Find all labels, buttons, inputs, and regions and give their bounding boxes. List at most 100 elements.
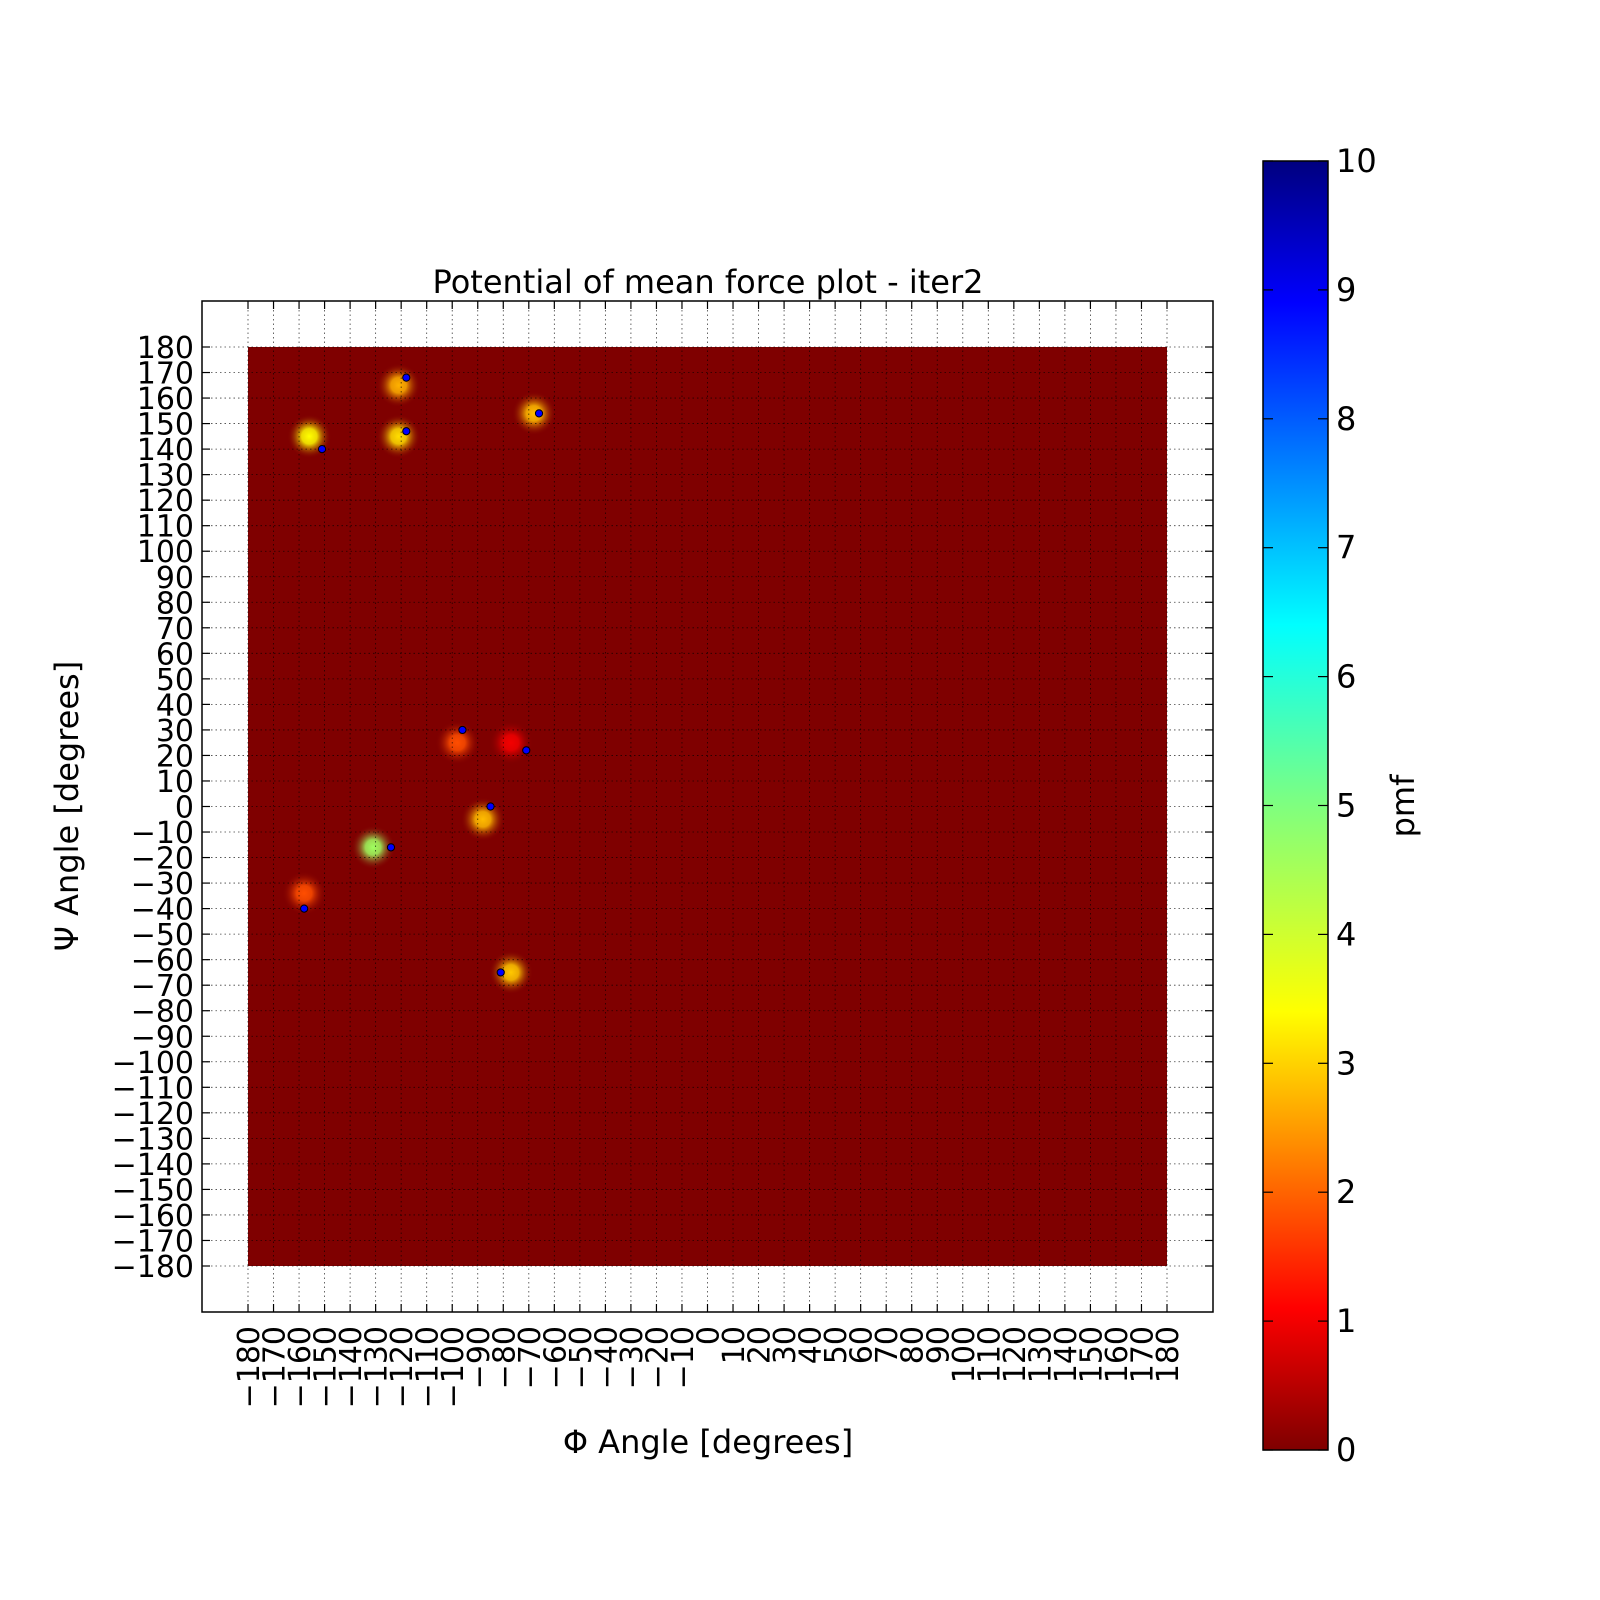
y-tick-label: −20 <box>131 842 194 877</box>
y-tick-label: 180 <box>137 331 194 366</box>
x-tick-label: −100 <box>436 1326 471 1408</box>
x-tick-label: 140 <box>1049 1326 1084 1383</box>
y-tick-label: 70 <box>156 612 194 647</box>
y-tick-label: −60 <box>131 944 194 979</box>
x-tick-label: 160 <box>1100 1326 1135 1383</box>
x-tick-label: 90 <box>921 1326 956 1364</box>
data-point <box>486 802 495 811</box>
y-tick-label: −140 <box>112 1148 194 1183</box>
heatmap-hotspots <box>282 363 556 995</box>
colorbar-tick-label: 9 <box>1336 271 1356 309</box>
x-tick-label: −130 <box>360 1326 395 1408</box>
x-tick-label: −180 <box>232 1326 267 1408</box>
y-tick-label: −40 <box>131 893 194 928</box>
y-tick-label: 100 <box>137 535 194 570</box>
y-ticks: −180−170−160−150−140−130−120−110−100−90−… <box>112 331 1213 1285</box>
data-point <box>458 725 467 735</box>
y-tick-label: 80 <box>156 586 194 621</box>
data-point <box>386 843 396 852</box>
x-tick-label: 50 <box>819 1326 854 1364</box>
y-tick-label: −110 <box>112 1071 194 1106</box>
x-ticks: −180−170−160−150−140−130−120−110−100−90−… <box>232 301 1186 1408</box>
colorbar-tick-label: 10 <box>1336 142 1377 180</box>
y-tick-label: −180 <box>112 1250 194 1285</box>
x-tick-label: 100 <box>947 1326 982 1383</box>
y-tick-label: −120 <box>112 1097 194 1132</box>
y-tick-label: 30 <box>156 714 194 749</box>
x-tick-label: 60 <box>845 1326 880 1364</box>
colorbar-tick-label: 8 <box>1336 400 1356 438</box>
data-point <box>402 373 411 382</box>
x-tick-label: −10 <box>666 1326 701 1389</box>
x-tick-label: −160 <box>283 1326 318 1408</box>
heatmap-hotspot <box>282 871 327 916</box>
y-tick-label: 0 <box>175 791 194 826</box>
y-tick-label: −50 <box>131 918 194 953</box>
grid-lines <box>202 301 1213 1312</box>
colorbar-tick-label: 1 <box>1336 1302 1356 1340</box>
x-tick-label: 180 <box>1151 1326 1186 1383</box>
x-tick-label: −120 <box>385 1326 420 1408</box>
heatmap-hotspot <box>376 414 421 459</box>
y-tick-label: 160 <box>137 382 194 417</box>
y-tick-label: 140 <box>137 433 194 468</box>
x-tick-label: 110 <box>972 1326 1007 1383</box>
x-tick-label: 40 <box>794 1326 829 1364</box>
y-tick-label: 170 <box>137 357 194 392</box>
y-tick-label: −10 <box>131 816 194 851</box>
colorbar-tick-label: 0 <box>1336 1431 1356 1469</box>
heatmap-hotspot <box>351 825 396 870</box>
x-tick-label: −40 <box>589 1326 624 1389</box>
data-point <box>402 427 411 436</box>
y-tick-label: 130 <box>137 459 194 494</box>
heatmap-hotspot <box>435 720 480 765</box>
x-tick-label: 120 <box>998 1326 1033 1383</box>
x-tick-label: −140 <box>334 1326 369 1408</box>
y-tick-label: 50 <box>156 663 194 698</box>
colorbar-label: pmf <box>1384 774 1422 837</box>
colorbar-tick-label: 5 <box>1336 787 1356 825</box>
colorbar-tick-label: 2 <box>1336 1173 1356 1211</box>
colorbar-tick-label: 3 <box>1336 1044 1356 1082</box>
x-tick-label: 70 <box>870 1326 905 1364</box>
x-tick-label: 150 <box>1074 1326 1109 1383</box>
x-axis-label: Φ Angle [degrees] <box>563 1423 853 1461</box>
x-tick-label: 10 <box>717 1326 752 1364</box>
data-point <box>534 409 544 418</box>
y-tick-label: −150 <box>112 1173 194 1208</box>
y-tick-label: 110 <box>137 510 194 545</box>
data-point <box>522 746 531 755</box>
x-tick-label: 130 <box>1023 1326 1058 1383</box>
x-tick-label: −60 <box>538 1326 573 1389</box>
data-points <box>300 373 544 977</box>
y-tick-label: −130 <box>112 1122 194 1157</box>
x-tick-label: −50 <box>564 1326 599 1389</box>
y-axis-label: Ψ Angle [degrees] <box>48 661 86 951</box>
x-tick-label: −90 <box>462 1326 497 1389</box>
y-tick-label: 60 <box>156 637 194 672</box>
x-tick-label: −30 <box>615 1326 650 1389</box>
y-tick-label: 40 <box>156 688 194 723</box>
y-tick-label: 90 <box>156 561 194 596</box>
y-tick-label: −170 <box>112 1224 194 1259</box>
y-tick-label: 20 <box>156 739 194 774</box>
x-tick-label: −20 <box>640 1326 675 1389</box>
heatmap-hotspot <box>460 797 505 842</box>
colorbar-tick-label: 4 <box>1336 915 1356 953</box>
x-tick-label: 20 <box>743 1326 778 1364</box>
y-tick-label: −70 <box>131 969 194 1004</box>
y-tick-label: −30 <box>131 867 194 902</box>
x-tick-label: 0 <box>692 1326 727 1345</box>
colorbar-ticks: 0 1 2 3 4 5 6 7 8 9 10 <box>1263 142 1377 1469</box>
data-point <box>496 968 505 977</box>
data-point <box>317 445 327 454</box>
colorbar-tick-label: 7 <box>1336 529 1356 567</box>
heatmap-hotspot <box>488 950 533 995</box>
heatmap-hotspot <box>488 720 533 765</box>
heatmap-hotspot <box>376 363 421 408</box>
chart-title: Potential of mean force plot - iter2 <box>433 263 984 301</box>
y-tick-label: −90 <box>131 1020 194 1055</box>
colorbar-tick-label: 6 <box>1336 658 1356 696</box>
x-tick-label: −170 <box>258 1326 293 1408</box>
